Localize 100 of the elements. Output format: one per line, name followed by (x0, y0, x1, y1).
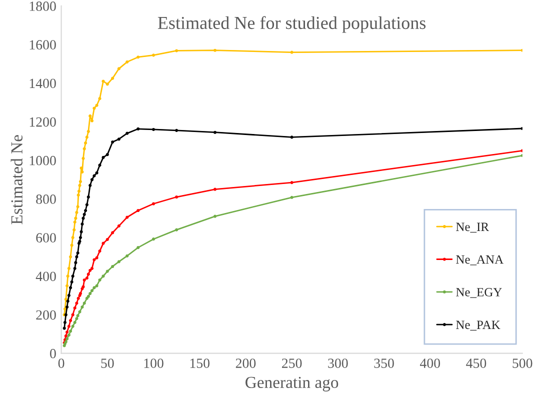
x-tick-label: 0 (58, 358, 64, 368)
point (95, 284, 98, 288)
point (85, 276, 88, 280)
point (98, 97, 102, 100)
point (92, 174, 96, 178)
point (71, 236, 74, 240)
point (85, 203, 88, 206)
line-series (62, 126, 522, 330)
y-tick-label: 1200 (30, 117, 56, 127)
point (78, 310, 82, 314)
point (117, 260, 120, 264)
point (71, 274, 74, 278)
point (75, 255, 78, 258)
point (71, 324, 74, 328)
x-tick-label: 400 (420, 358, 440, 368)
point (66, 305, 69, 309)
point (66, 330, 69, 334)
point (76, 296, 80, 300)
point (111, 76, 114, 80)
point (88, 292, 92, 296)
point (82, 156, 85, 160)
point (84, 208, 88, 212)
point (73, 320, 76, 324)
point (66, 337, 69, 340)
point (73, 220, 76, 224)
point (95, 171, 98, 174)
x-tick-label: 150 (190, 358, 210, 368)
point (80, 230, 83, 234)
point (72, 228, 76, 232)
point (73, 306, 76, 310)
point (213, 130, 217, 134)
point (78, 180, 82, 184)
point (68, 330, 72, 333)
point (213, 214, 217, 218)
point (86, 272, 90, 276)
point (136, 208, 140, 212)
y-tick-label: 1000 (30, 156, 56, 166)
point (67, 266, 70, 270)
y-tick-label: 600 (36, 233, 56, 242)
point (126, 60, 129, 64)
point (290, 136, 294, 139)
x-tick-label: 250 (282, 358, 302, 368)
point (84, 141, 88, 145)
point (88, 114, 92, 118)
y-tick-label: 200 (36, 310, 56, 320)
point (85, 136, 88, 139)
point (67, 324, 70, 328)
point (75, 302, 78, 305)
point (213, 188, 217, 191)
point (92, 258, 96, 262)
point (117, 224, 120, 228)
point (90, 289, 94, 292)
point (290, 196, 294, 199)
point (82, 302, 86, 305)
point (77, 190, 81, 193)
point (290, 181, 294, 184)
point (102, 274, 105, 278)
point (71, 313, 74, 316)
legend-label: Ne_IR (456, 222, 489, 233)
point (152, 238, 156, 241)
point (136, 127, 140, 130)
legend-label: Ne_PAK (456, 320, 500, 331)
text: Estimated Ne for studied populations (158, 16, 426, 33)
y-tick-label: 1400 (30, 78, 56, 88)
point (175, 128, 178, 132)
point (66, 274, 70, 278)
point (98, 278, 102, 282)
point (90, 266, 94, 270)
point (75, 317, 78, 320)
point (75, 210, 78, 214)
point (111, 140, 114, 144)
point (76, 194, 80, 197)
x-tick-label: 300 (328, 358, 348, 368)
y-tick-label: 1800 (30, 2, 56, 11)
y-tick-label: 400 (36, 272, 56, 282)
point (80, 305, 84, 309)
point (95, 256, 98, 260)
point (90, 178, 94, 182)
x-tick-label: 100 (144, 358, 164, 368)
point (82, 278, 86, 282)
point (86, 195, 90, 199)
point (136, 56, 140, 59)
point (175, 228, 178, 232)
y-tick-label: 1600 (30, 40, 56, 50)
point (74, 216, 78, 220)
point (88, 268, 92, 272)
point (70, 280, 74, 284)
y-tick-label: 0 (50, 348, 56, 358)
point (66, 284, 69, 288)
line-series (62, 48, 522, 316)
point (102, 156, 105, 159)
x-tick-label: 50 (101, 358, 114, 368)
point (98, 250, 102, 253)
point (117, 138, 120, 141)
point (175, 49, 178, 52)
point (76, 205, 80, 208)
point (102, 242, 105, 245)
point (106, 82, 109, 86)
point (73, 266, 76, 270)
point (102, 80, 105, 83)
